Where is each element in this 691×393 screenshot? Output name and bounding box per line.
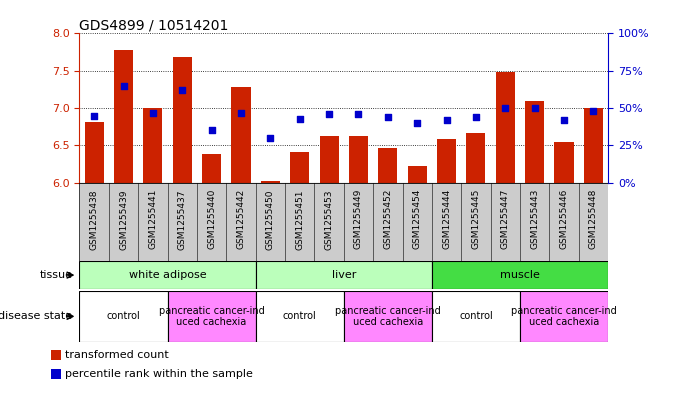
Text: GSM1255443: GSM1255443 [530,189,539,250]
Bar [378,148,397,183]
Text: liver: liver [332,270,356,280]
Bar [79,261,256,289]
Bar [290,152,310,183]
Bar [256,261,432,289]
Text: GSM1255446: GSM1255446 [560,189,569,250]
Text: control: control [459,311,493,321]
Text: percentile rank within the sample: percentile rank within the sample [65,369,252,379]
Point [118,83,129,89]
Point [441,117,452,123]
Text: GSM1255452: GSM1255452 [384,189,392,250]
Text: control: control [106,311,140,321]
Point [558,117,569,123]
Bar [231,87,251,183]
Text: control: control [283,311,316,321]
Point [147,109,158,116]
Bar [432,261,608,289]
Text: GSM1255450: GSM1255450 [266,189,275,250]
Point [529,105,540,111]
Text: pancreatic cancer-ind
uced cachexia: pancreatic cancer-ind uced cachexia [335,306,441,327]
Bar [84,121,104,183]
Point [265,135,276,141]
Text: GSM1255453: GSM1255453 [325,189,334,250]
Point [206,127,217,134]
Point [500,105,511,111]
Point [236,109,247,116]
Text: pancreatic cancer-ind
uced cachexia: pancreatic cancer-ind uced cachexia [511,306,617,327]
Text: GSM1255438: GSM1255438 [90,189,99,250]
Bar [466,133,486,183]
Point [588,108,599,114]
Text: pancreatic cancer-ind
uced cachexia: pancreatic cancer-ind uced cachexia [159,306,265,327]
Bar [520,291,608,342]
Bar [79,291,167,342]
Point [294,116,305,122]
Bar [79,183,608,261]
Text: GSM1255449: GSM1255449 [354,189,363,250]
Text: GSM1255454: GSM1255454 [413,189,422,250]
Bar [584,108,603,183]
Text: white adipose: white adipose [129,270,207,280]
Text: GSM1255448: GSM1255448 [589,189,598,250]
Bar [344,291,432,342]
Text: GSM1255444: GSM1255444 [442,189,451,249]
Text: disease state: disease state [0,311,73,321]
Text: muscle: muscle [500,270,540,280]
Text: GDS4899 / 10514201: GDS4899 / 10514201 [79,18,229,32]
Bar [432,291,520,342]
Bar [495,72,515,183]
Bar [167,291,256,342]
Text: GSM1255441: GSM1255441 [149,189,158,250]
Text: GSM1255437: GSM1255437 [178,189,187,250]
Point [88,112,100,119]
Bar [525,101,545,183]
Text: tissue: tissue [39,270,73,280]
Text: GSM1255440: GSM1255440 [207,189,216,250]
Bar [554,142,574,183]
Point [412,120,423,126]
Bar [261,181,280,183]
Bar [173,57,192,183]
Bar [408,166,427,183]
Text: GSM1255447: GSM1255447 [501,189,510,250]
Text: GSM1255445: GSM1255445 [471,189,480,250]
Text: GSM1255451: GSM1255451 [295,189,304,250]
Bar [256,291,343,342]
Text: GSM1255439: GSM1255439 [119,189,128,250]
Bar [50,350,61,360]
Point [323,111,334,117]
Text: GSM1255442: GSM1255442 [236,189,245,249]
Bar [437,139,456,183]
Point [177,87,188,93]
Text: transformed count: transformed count [65,350,169,360]
Bar [202,154,221,183]
Bar [143,108,162,183]
Bar [319,136,339,183]
Bar [349,136,368,183]
Point [382,114,393,120]
Bar [50,369,61,379]
Point [353,111,364,117]
Bar [114,50,133,183]
Point [471,114,482,120]
